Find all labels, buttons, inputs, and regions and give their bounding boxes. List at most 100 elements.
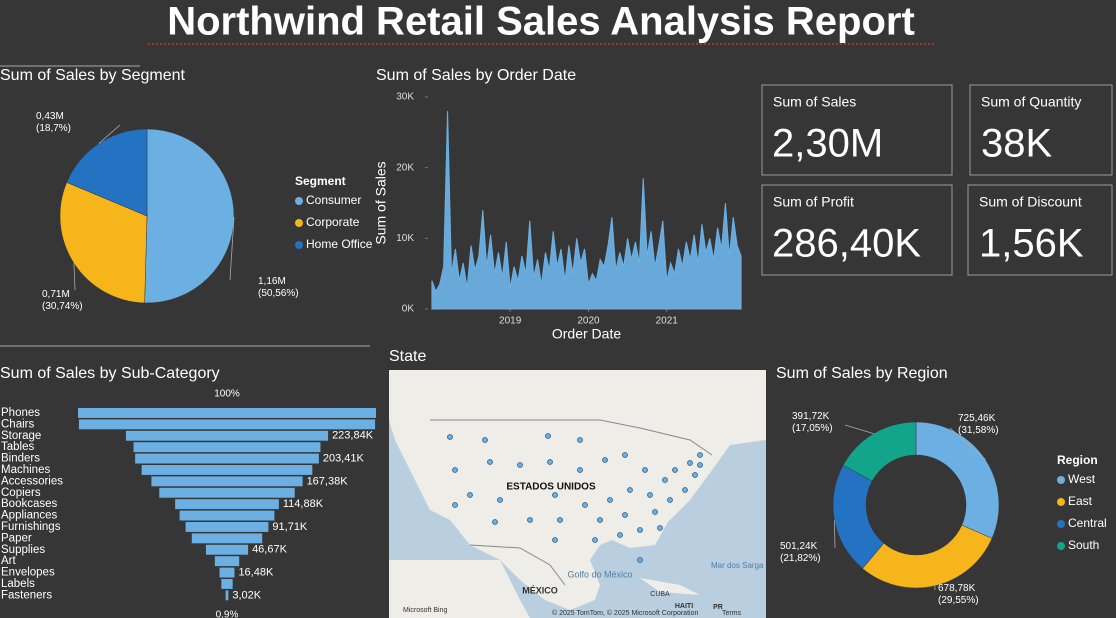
map-label: Golfo do México: [567, 569, 632, 579]
category-label: Chairs: [1, 418, 34, 430]
legend-swatch: [1057, 498, 1065, 506]
card-label: Sum of Profit: [773, 194, 854, 210]
legend-swatch: [1057, 520, 1065, 528]
funnel-bar: [135, 453, 319, 464]
card-value: 286,40K: [772, 222, 921, 266]
funnel-bar: [221, 579, 233, 589]
data-label: 223,84K: [332, 430, 374, 442]
funnel-bar: [125, 430, 329, 441]
data-label: 91,71K: [272, 521, 308, 533]
funnel-top-label: 100%: [214, 389, 240, 400]
card: [761, 84, 953, 176]
map-brand: Microsoft Bing: [403, 607, 447, 614]
y-tick-label: 0K: [402, 304, 415, 315]
report-title: Northwind Retail Sales Analysis Report: [167, 0, 915, 44]
chart-title: Sum of Sales by Segment: [0, 67, 186, 84]
data-label: 16,48K: [238, 567, 274, 579]
sales-area: [431, 111, 742, 310]
map-terms[interactable]: Terms: [722, 610, 742, 617]
x-tick-label: 2020: [577, 316, 600, 327]
map-label: PR: [713, 604, 723, 611]
leader-line: [834, 520, 836, 549]
category-label: Paper: [1, 532, 32, 544]
category-label: Art: [1, 555, 17, 567]
funnel-bar: [185, 522, 269, 532]
legend-title: Segment: [295, 174, 346, 188]
card: [967, 184, 1113, 276]
legend-swatch: [295, 219, 303, 227]
leader-line: [73, 263, 76, 291]
data-label: 1,16M (50,56%): [258, 276, 299, 299]
data-label: 114,88K: [283, 498, 324, 510]
x-tick-label: 2019: [499, 316, 522, 327]
funnel-bar: [175, 499, 279, 510]
funnel-bar: [78, 408, 376, 418]
y-axis-title: Sum of Sales: [373, 161, 389, 244]
legend-label: Consumer: [306, 193, 361, 207]
category-label: Copiers: [1, 487, 41, 499]
category-label: Storage: [1, 430, 41, 442]
category-label: Fasteners: [1, 589, 52, 601]
map-label: HAITI: [675, 603, 693, 610]
map-attribution: © 2025 TomTom, © 2025 Microsoft Corporat…: [552, 609, 698, 617]
legend-label: Corporate: [306, 215, 360, 229]
funnel-bar: [133, 442, 321, 453]
legend-label: Central: [1068, 516, 1107, 530]
leader-line: [98, 124, 121, 144]
data-label: 167,38K: [307, 475, 349, 487]
category-label: Machines: [1, 464, 50, 476]
card-value: 38K: [981, 122, 1052, 166]
funnel-bar: [214, 556, 240, 567]
chart-title: Sum of Sales by Region: [776, 365, 948, 382]
card-value: 2,30M: [772, 122, 883, 166]
funnel-bar: [78, 419, 376, 430]
category-label: Phones: [1, 407, 40, 419]
funnel-bar: [191, 533, 263, 544]
map-label: MÉXICO: [522, 585, 558, 595]
category-label: Binders: [1, 453, 40, 465]
data-label: 0,43M (18,7%): [36, 111, 71, 134]
data-label: 3,02K: [232, 589, 261, 601]
slice: [842, 421, 917, 482]
data-label: 391,72K (17,05%): [792, 411, 833, 434]
y-tick-label: 10K: [396, 233, 414, 244]
category-label: Tables: [1, 441, 34, 453]
funnel-bar: [151, 476, 303, 487]
map-border: [430, 419, 713, 456]
funnel-bar: [141, 465, 313, 475]
legend-label: West: [1068, 472, 1096, 486]
funnel-bar: [225, 590, 229, 601]
category-label: Furnishings: [1, 521, 61, 533]
map: ESTADOS UNIDOS Golfo do México MÉXICO CU…: [389, 370, 766, 618]
leader-line: [229, 217, 235, 281]
chart-title: Sum of Sales by Sub-Category: [0, 365, 220, 382]
card: [761, 184, 953, 276]
category-label: Accessories: [1, 475, 63, 487]
map-land: [389, 370, 766, 610]
map-label: ESTADOS UNIDOS: [506, 482, 596, 493]
x-tick-label: 2021: [656, 316, 679, 327]
card-value: 1,56K: [979, 222, 1084, 266]
legend-title: Region: [1057, 453, 1098, 467]
funnel-bottom-label: 0,9%: [216, 609, 239, 618]
data-label: 0,71M (30,74%): [42, 289, 83, 312]
map-land: [640, 578, 700, 595]
funnel-bar: [159, 487, 295, 498]
funnel-bar: [205, 544, 249, 555]
y-tick-label: 30K: [396, 92, 414, 103]
data-label: 46,67K: [252, 544, 288, 556]
legend-swatch: [295, 197, 303, 205]
map-label: Mar dos Sarga: [711, 561, 764, 570]
leader-line: [949, 427, 986, 460]
map-label: CUBA: [650, 591, 670, 598]
legend-label: East: [1068, 494, 1093, 508]
legend-label: Home Office: [306, 237, 373, 251]
legend-swatch: [1057, 476, 1065, 484]
data-label: 725,46K (31,58%): [958, 413, 999, 436]
card-label: Sum of Quantity: [981, 94, 1081, 110]
state-points: [447, 433, 703, 563]
category-label: Envelopes: [1, 567, 55, 579]
category-label: Supplies: [1, 544, 45, 556]
legend-swatch: [1057, 542, 1065, 550]
